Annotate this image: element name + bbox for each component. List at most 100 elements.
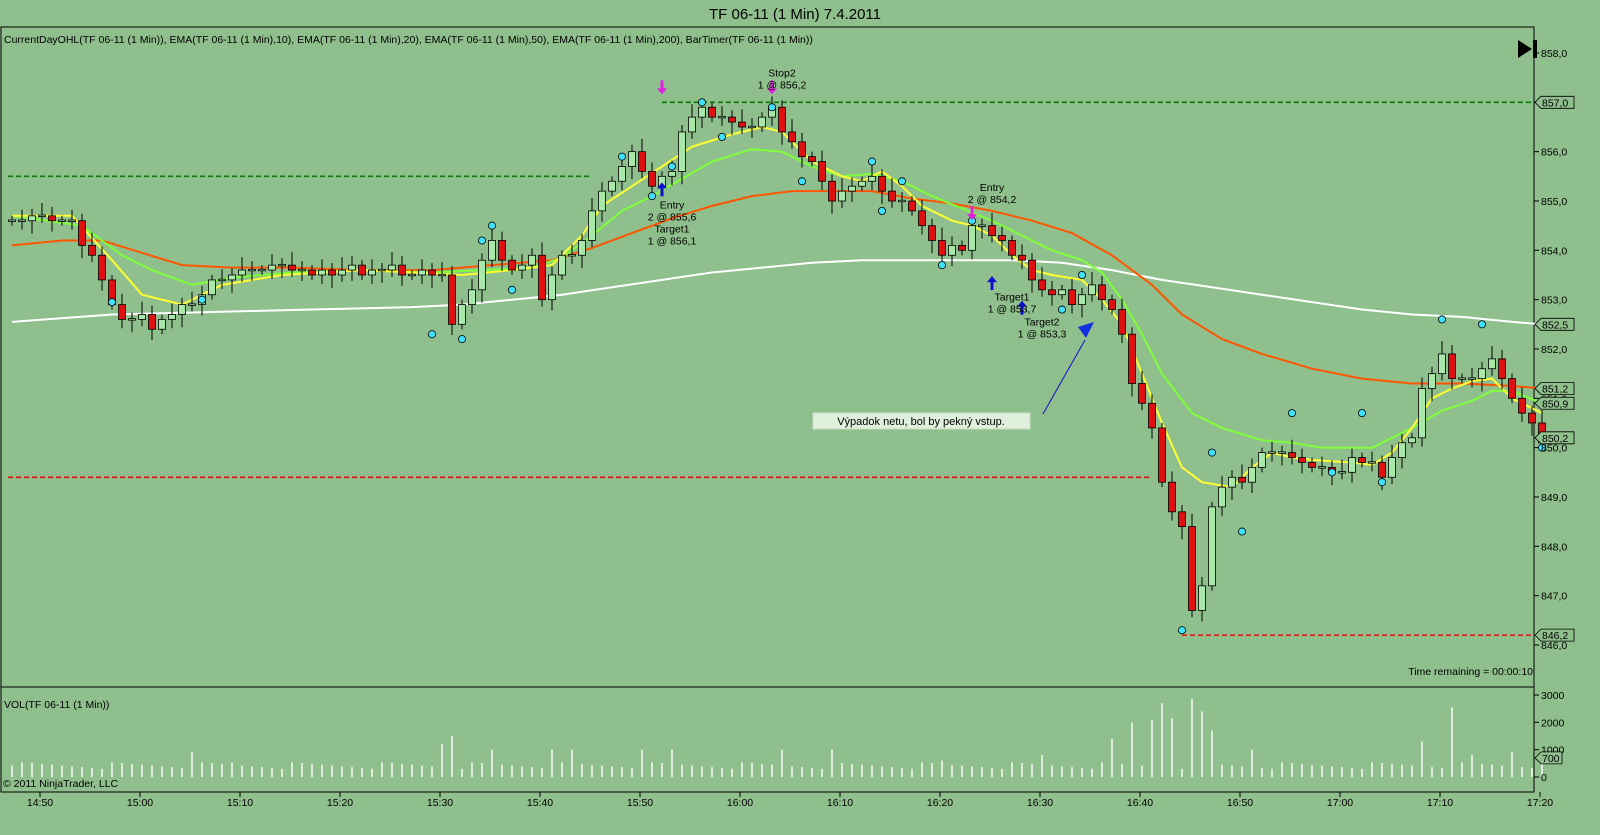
candle [1348,448,1356,484]
candle [248,261,256,281]
candle [188,291,196,312]
candle [638,138,646,179]
indicator-label: CurrentDayOHL(TF 06-11 (1 Min)), EMA(TF … [4,34,813,46]
swing-point-marker [1478,320,1487,329]
candle [1448,345,1456,390]
time-tick-label: 17:00 [1327,797,1353,809]
candle [1188,513,1196,618]
candle [128,312,136,333]
swing-point-marker [648,192,657,201]
candle [1458,373,1466,384]
time-tick-label: 15:10 [227,797,253,809]
candle [1248,458,1256,494]
time-tick-label: 15:30 [427,797,453,809]
candle [388,252,396,277]
price-tick-label: 854,0 [1541,245,1567,257]
svg-text:850,9: 850,9 [1542,398,1568,410]
candle [628,144,636,180]
candle [1428,366,1436,402]
execution-annotation: Target2 1 @ 853,3 [1018,316,1067,340]
candle [558,250,566,280]
time-tick-label: 16:30 [1027,797,1053,809]
candle [868,165,876,191]
candle [1078,287,1086,318]
candle [148,305,156,341]
candle [68,209,76,230]
candle [328,263,336,288]
candle [38,202,46,223]
candle [688,104,696,139]
candle [1478,361,1486,392]
candle [1068,278,1076,314]
candle [1118,298,1126,344]
candle [508,255,516,275]
candle [498,231,506,272]
candle [1098,275,1106,311]
candle [258,265,266,275]
swing-point-marker [878,206,887,215]
candle [168,303,176,329]
candle [888,178,896,208]
price-tick-label: 850,0 [1541,443,1567,455]
candle [118,293,126,329]
candle [1308,457,1316,473]
candle [988,212,996,243]
price-tick-label: 853,0 [1541,295,1567,307]
candle [1128,327,1136,397]
time-tick-label: 15:20 [327,797,353,809]
swing-point-marker [1058,305,1067,314]
svg-text:852,5: 852,5 [1542,319,1568,331]
price-marker: 850,2 [1534,431,1575,445]
candle [138,301,146,327]
execution-annotation: Stop2 1 @ 856,2 [758,68,807,92]
swing-point-marker [718,132,727,141]
candle [268,254,276,279]
candle [1258,447,1266,473]
candle [378,263,386,283]
price-tick-label: 855,0 [1541,196,1567,208]
candle [1238,464,1246,490]
candle [338,257,346,282]
candle [408,270,416,280]
comment-arrow-line [1042,339,1086,415]
candle [308,265,316,280]
candle [1038,267,1046,297]
candle [538,242,546,307]
candle [1488,346,1496,376]
candle [1318,456,1326,477]
candle [838,178,846,208]
svg-text:850,2: 850,2 [1542,433,1568,445]
candle [318,259,326,284]
swing-point-marker [768,103,777,112]
candle [798,132,806,168]
price-tick-label: 858,0 [1541,48,1567,60]
candle [278,258,286,278]
price-marker: 857,0 [1534,95,1575,109]
svg-text:857,0: 857,0 [1542,97,1568,109]
candle [808,151,816,167]
price-marker: 850,9 [1534,396,1575,410]
candle [908,196,916,216]
swing-point-marker [1328,468,1337,477]
comment-arrow-head [1078,322,1094,338]
comment-box: Výpadok netu, bol by pekný vstup. [812,412,1031,430]
skip-to-end-icon[interactable] [1518,40,1537,58]
time-tick-label: 15:50 [627,797,653,809]
copyright: © 2011 NinjaTrader, LLC [3,778,119,790]
candle [8,215,16,226]
candle [1008,235,1016,261]
swing-point-marker [477,236,486,245]
ema200-line [11,259,1543,326]
swing-point-marker [668,162,677,171]
buy-arrow-marker [1017,300,1027,315]
comment-text: Výpadok netu, bol by pekný vstup. [837,416,1005,428]
candle [958,240,966,256]
price-marker: 852,5 [1534,317,1575,331]
candle [28,208,36,234]
candle [608,176,616,197]
time-tick-label: 16:20 [927,797,953,809]
candle [998,226,1006,252]
swing-point-marker [798,177,807,186]
candle [848,177,856,202]
